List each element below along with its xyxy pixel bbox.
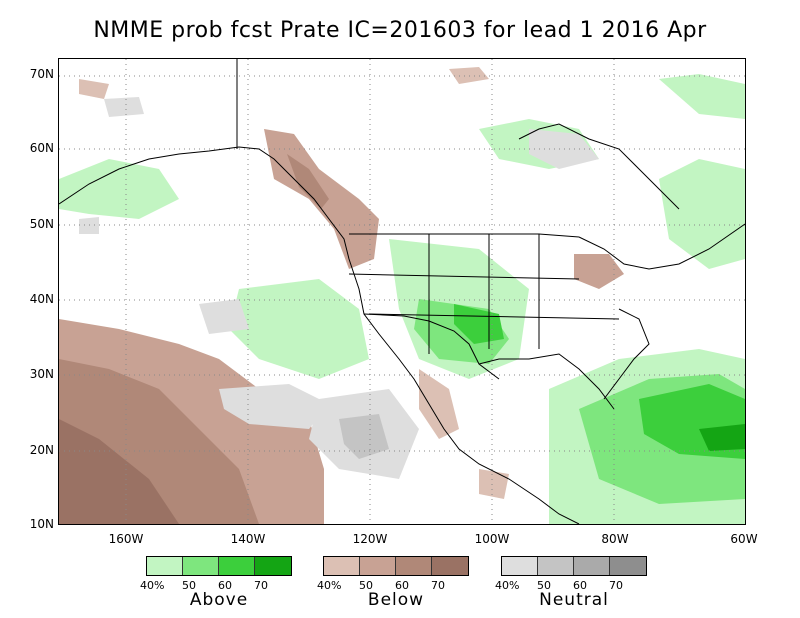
- above-normal-regions: [59, 74, 745, 524]
- neutral-regions: [79, 97, 599, 479]
- coastlines: [59, 59, 745, 524]
- map-title: NMME prob fcst Prate IC=201603 for lead …: [93, 18, 707, 43]
- legend-tick: 50: [182, 579, 196, 592]
- legend-color-boxes: [501, 556, 647, 576]
- legend-swatch: [574, 557, 610, 575]
- legend-neutral: 40% 50 60 70 Neutral: [495, 556, 647, 610]
- legend-swatch: [432, 557, 468, 575]
- x-tick-label: 140W: [230, 532, 266, 546]
- legend-swatch: [147, 557, 183, 575]
- x-tick-label: 80W: [601, 532, 629, 546]
- legend-tick: 60: [573, 579, 587, 592]
- legend-category: Below: [367, 590, 425, 610]
- legend-tick: 40%: [317, 579, 342, 592]
- legend-swatch: [324, 557, 360, 575]
- y-tick-label: 40N: [29, 292, 54, 306]
- legend-tick: 60: [395, 579, 409, 592]
- legend-tick: 40%: [495, 579, 520, 592]
- legend-below: 40% 50 60 70 Below: [317, 556, 469, 610]
- legend-swatch: [219, 557, 255, 575]
- y-tick-label: 50N: [29, 217, 54, 231]
- x-tick-label: 120W: [352, 532, 388, 546]
- legend-tick: 50: [359, 579, 373, 592]
- map-canvas: [59, 59, 745, 524]
- legend-swatch: [610, 557, 646, 575]
- legend-swatch: [255, 557, 291, 575]
- legend-tick: 60: [218, 579, 232, 592]
- forecast-map: [58, 58, 746, 525]
- legend-ticks: 40% 50 60 70: [317, 579, 469, 592]
- y-tick-label: 20N: [29, 443, 54, 457]
- y-tick-label: 70N: [29, 67, 54, 81]
- legend-ticks: 40% 50 60 70: [140, 579, 292, 592]
- y-tick-label: 60N: [29, 141, 54, 155]
- legend-color-boxes: [323, 556, 469, 576]
- legend-swatch: [502, 557, 538, 575]
- legend-swatch: [183, 557, 219, 575]
- legend-tick: 50: [537, 579, 551, 592]
- x-tick-label: 60W: [730, 532, 758, 546]
- legend-tick: 40%: [140, 579, 165, 592]
- legend-tick: 70: [609, 579, 623, 592]
- y-tick-label: 10N: [29, 517, 54, 531]
- legend-category: Neutral: [539, 590, 609, 610]
- legend-category: Above: [189, 590, 249, 610]
- legend-above: 40% 50 60 70 Above: [140, 556, 292, 610]
- legend-tick: 70: [254, 579, 268, 592]
- legend-swatch: [360, 557, 396, 575]
- legend-swatch: [538, 557, 574, 575]
- y-tick-label: 30N: [29, 367, 54, 381]
- below-normal-regions: [59, 67, 624, 524]
- legend-color-boxes: [146, 556, 292, 576]
- x-tick-label: 100W: [474, 532, 510, 546]
- legend-swatch: [396, 557, 432, 575]
- x-tick-label: 160W: [108, 532, 144, 546]
- legend-tick: 70: [431, 579, 445, 592]
- legend-ticks: 40% 50 60 70: [495, 579, 647, 592]
